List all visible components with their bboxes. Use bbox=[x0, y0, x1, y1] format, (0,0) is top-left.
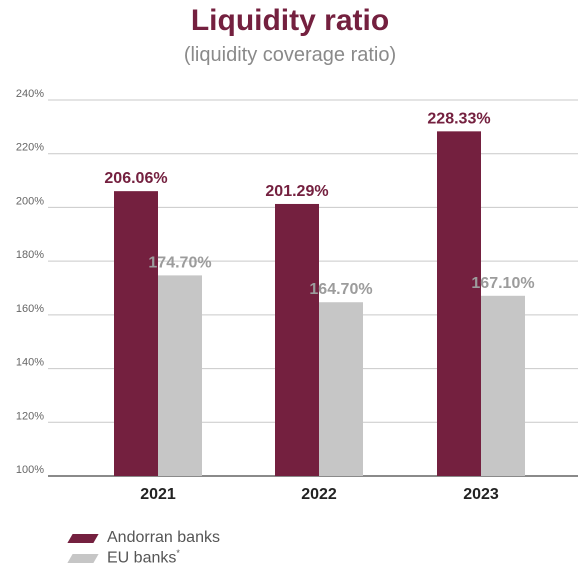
y-tick-label: 100% bbox=[16, 464, 44, 476]
y-tick-label: 240% bbox=[16, 88, 44, 100]
x-tick-label: 2021 bbox=[140, 486, 176, 503]
y-tick-label: 140% bbox=[16, 357, 44, 369]
bar-eu-2022 bbox=[319, 302, 363, 476]
x-tick-label: 2023 bbox=[463, 486, 499, 503]
legend-label-eu: EU banks* bbox=[107, 548, 180, 567]
y-tick-label: 120% bbox=[16, 410, 44, 422]
legend-swatch-eu bbox=[67, 553, 99, 563]
y-tick-label: 200% bbox=[16, 195, 44, 207]
bar-andorran-2021 bbox=[114, 191, 158, 476]
legend-swatch-andorran bbox=[67, 533, 99, 543]
footnote-mark: * bbox=[176, 548, 180, 559]
data-label: 164.70% bbox=[309, 281, 372, 298]
y-tick-label: 180% bbox=[16, 249, 44, 261]
legend-item-eu: EU banks* bbox=[67, 548, 220, 568]
bar-eu-2021 bbox=[158, 275, 202, 476]
y-tick-label: 160% bbox=[16, 303, 44, 315]
x-tick-label: 2022 bbox=[301, 486, 337, 503]
data-label: 206.06% bbox=[104, 170, 167, 187]
y-tick-label: 220% bbox=[16, 142, 44, 154]
data-label: 201.29% bbox=[265, 183, 328, 200]
legend: Andorran banks EU banks* bbox=[67, 528, 220, 568]
chart-title: Liquidity ratio bbox=[190, 4, 390, 37]
data-label: 228.33% bbox=[427, 110, 490, 127]
bar-andorran-2023 bbox=[437, 131, 481, 476]
bar-andorran-2022 bbox=[275, 203, 319, 477]
legend-item-andorran: Andorran banks bbox=[67, 528, 220, 548]
chart-subtitle: (liquidity coverage ratio) bbox=[183, 44, 397, 66]
data-label: 174.70% bbox=[148, 254, 211, 271]
legend-label-andorran: Andorran banks bbox=[107, 529, 220, 546]
data-label: 167.10% bbox=[471, 275, 534, 292]
bar-eu-2023 bbox=[481, 295, 525, 476]
